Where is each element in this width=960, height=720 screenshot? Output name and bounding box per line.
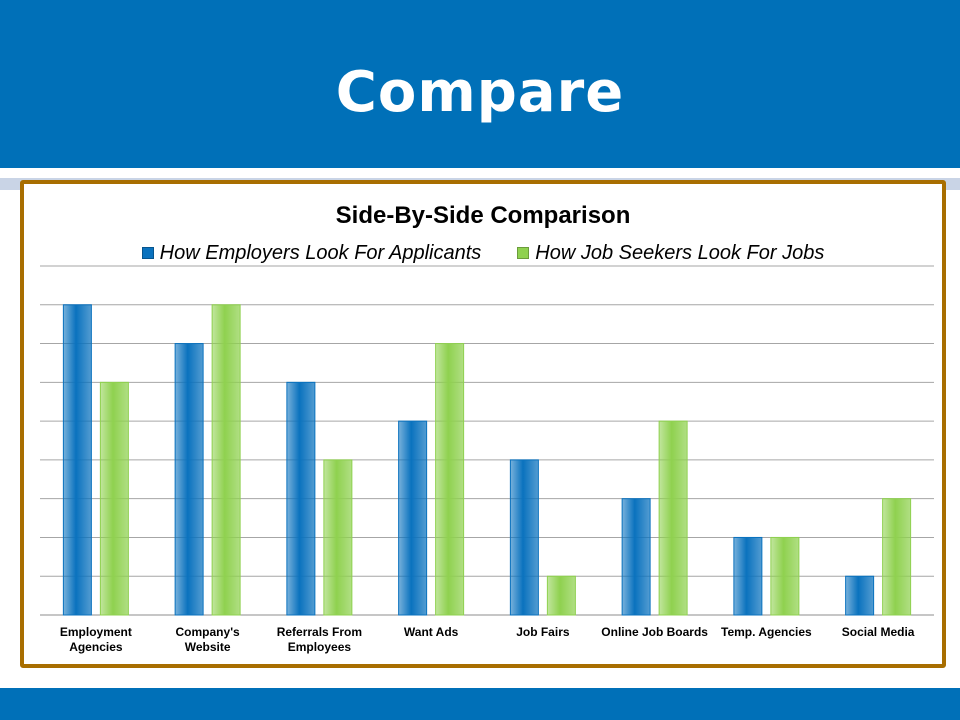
category-label: Social Media xyxy=(841,625,915,639)
legend-item-job-seekers: How Job Seekers Look For Jobs xyxy=(517,240,824,266)
chart-frame: Side-By-Side Comparison How Employers Lo… xyxy=(20,180,946,668)
bar-employers xyxy=(509,459,539,616)
bar-employers xyxy=(621,498,651,616)
category-label: Online Job Boards xyxy=(601,625,708,639)
bar-employers xyxy=(398,420,428,616)
bar-employers xyxy=(62,304,92,616)
legend-label-job-seekers: How Job Seekers Look For Jobs xyxy=(535,242,825,264)
category-label: Employment Agencies xyxy=(59,625,132,654)
legend-label-employers: How Employers Look For Applicants xyxy=(159,242,482,264)
legend-item-employers: How Employers Look For Applicants xyxy=(141,240,482,266)
footer-band xyxy=(0,688,960,720)
bar-employers xyxy=(174,343,204,616)
category-label: Temp. Agencies xyxy=(721,625,812,639)
bar-employers xyxy=(845,575,875,616)
header-band xyxy=(0,0,960,168)
bar-job-seekers xyxy=(770,536,800,616)
bar-employers xyxy=(286,381,316,616)
legend-swatch-job-seekers xyxy=(517,247,530,259)
category-label: Referrals From Employees xyxy=(276,625,363,654)
bar-job-seekers xyxy=(211,304,241,616)
category-label: Company's Website xyxy=(175,625,240,654)
legend-swatch-employers xyxy=(141,247,154,259)
bar-job-seekers xyxy=(658,420,688,616)
bar-job-seekers xyxy=(882,498,912,616)
bar-job-seekers xyxy=(435,343,465,616)
category-label: Want Ads xyxy=(403,625,459,639)
chart-title: Side-By-Side Comparison xyxy=(335,202,631,229)
bar-job-seekers xyxy=(546,575,576,616)
bar-job-seekers xyxy=(99,381,129,616)
bar-chart-plot xyxy=(40,265,934,616)
bar-job-seekers xyxy=(323,459,353,616)
chart-legend: How Employers Look For Applicants How Jo… xyxy=(24,240,942,266)
slide-title: Compare xyxy=(335,60,625,125)
category-label: Job Fairs xyxy=(516,625,570,639)
bar-employers xyxy=(733,536,763,616)
